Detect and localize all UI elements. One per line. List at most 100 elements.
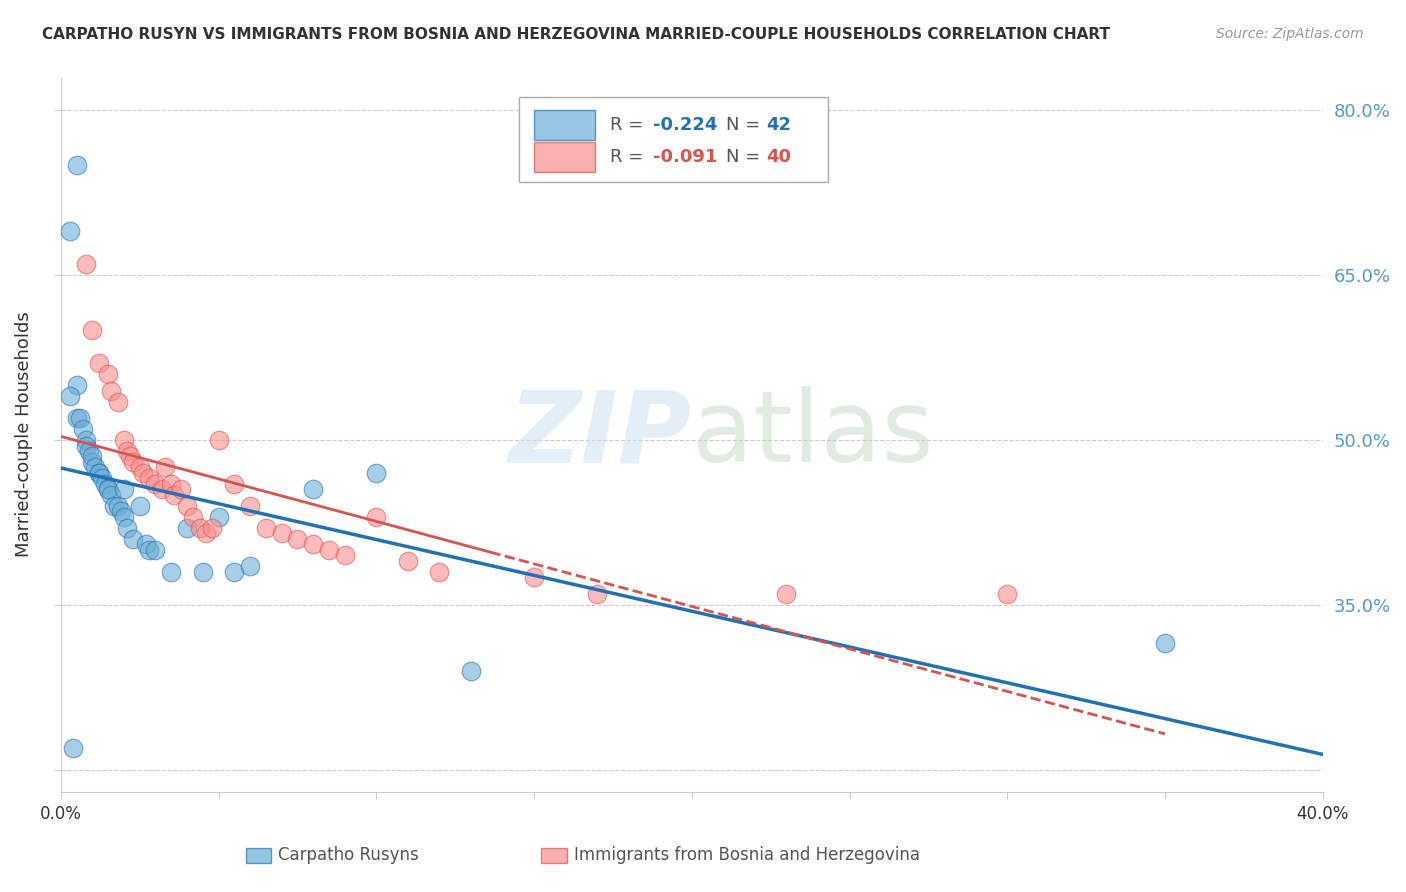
Point	[160, 477, 183, 491]
Point	[75, 257, 97, 271]
Point	[97, 483, 120, 497]
Point	[82, 455, 104, 469]
Text: Carpatho Rusyns: Carpatho Rusyns	[278, 847, 419, 864]
Text: -0.224: -0.224	[652, 116, 717, 134]
Point	[1154, 636, 1177, 650]
Point	[112, 483, 135, 497]
Text: atlas: atlas	[692, 386, 934, 483]
Point	[100, 384, 122, 398]
Text: R =: R =	[610, 116, 648, 134]
Point	[169, 483, 191, 497]
Text: ZIP: ZIP	[509, 386, 692, 483]
Point	[201, 521, 224, 535]
Point	[59, 389, 82, 403]
Point	[75, 438, 97, 452]
Point	[128, 499, 150, 513]
Point	[138, 471, 160, 485]
Point	[87, 356, 110, 370]
Point	[94, 477, 117, 491]
Point	[97, 367, 120, 381]
Point	[90, 471, 112, 485]
FancyBboxPatch shape	[534, 110, 595, 139]
Point	[181, 510, 204, 524]
Point	[59, 224, 82, 238]
Point	[523, 570, 546, 584]
Point	[207, 510, 229, 524]
Point	[97, 483, 120, 497]
Point	[115, 444, 138, 458]
Point	[112, 510, 135, 524]
Point	[115, 521, 138, 535]
Point	[82, 323, 104, 337]
Point	[103, 499, 125, 513]
Point	[132, 466, 155, 480]
Point	[366, 466, 388, 480]
Point	[110, 504, 132, 518]
FancyBboxPatch shape	[534, 142, 595, 171]
Point	[318, 542, 340, 557]
Point	[65, 158, 87, 172]
Y-axis label: Married-couple Households: Married-couple Households	[15, 311, 32, 558]
Point	[122, 455, 145, 469]
Point	[995, 587, 1018, 601]
Point	[77, 444, 100, 458]
Point	[239, 499, 262, 513]
Point	[122, 532, 145, 546]
Point	[107, 499, 129, 513]
Point	[460, 664, 482, 678]
Point	[160, 565, 183, 579]
Point	[87, 466, 110, 480]
Point	[270, 526, 292, 541]
Text: R =: R =	[610, 148, 648, 166]
Point	[69, 411, 91, 425]
Point	[120, 450, 142, 464]
Point	[586, 587, 609, 601]
Point	[302, 483, 325, 497]
Point	[176, 521, 198, 535]
Point	[333, 549, 356, 563]
Point	[82, 450, 104, 464]
Text: CARPATHO RUSYN VS IMMIGRANTS FROM BOSNIA AND HERZEGOVINA MARRIED-COUPLE HOUSEHOL: CARPATHO RUSYN VS IMMIGRANTS FROM BOSNIA…	[42, 27, 1111, 42]
Point	[191, 565, 214, 579]
Point	[65, 378, 87, 392]
Point	[194, 526, 217, 541]
Point	[62, 740, 84, 755]
Point	[112, 433, 135, 447]
Point	[224, 565, 246, 579]
Point	[153, 460, 176, 475]
Point	[87, 466, 110, 480]
Text: 42: 42	[766, 116, 792, 134]
Point	[254, 521, 277, 535]
Point	[84, 460, 107, 475]
Text: Immigrants from Bosnia and Herzegovina: Immigrants from Bosnia and Herzegovina	[574, 847, 920, 864]
Point	[224, 477, 246, 491]
Point	[239, 559, 262, 574]
Point	[207, 433, 229, 447]
Point	[128, 460, 150, 475]
Point	[287, 532, 309, 546]
Point	[163, 488, 186, 502]
Point	[427, 565, 450, 579]
Point	[72, 422, 94, 436]
Point	[100, 488, 122, 502]
Point	[138, 542, 160, 557]
Point	[396, 554, 419, 568]
Point	[75, 433, 97, 447]
FancyBboxPatch shape	[519, 96, 828, 183]
Text: N =: N =	[725, 116, 766, 134]
Point	[150, 483, 173, 497]
Text: Source: ZipAtlas.com: Source: ZipAtlas.com	[1216, 27, 1364, 41]
Text: -0.091: -0.091	[652, 148, 717, 166]
Point	[135, 537, 157, 551]
Text: 40: 40	[766, 148, 792, 166]
Point	[107, 394, 129, 409]
Point	[145, 477, 167, 491]
Text: N =: N =	[725, 148, 766, 166]
Point	[65, 411, 87, 425]
Point	[188, 521, 211, 535]
Point	[302, 537, 325, 551]
Point	[366, 510, 388, 524]
Point	[775, 587, 797, 601]
Point	[145, 542, 167, 557]
Point	[176, 499, 198, 513]
